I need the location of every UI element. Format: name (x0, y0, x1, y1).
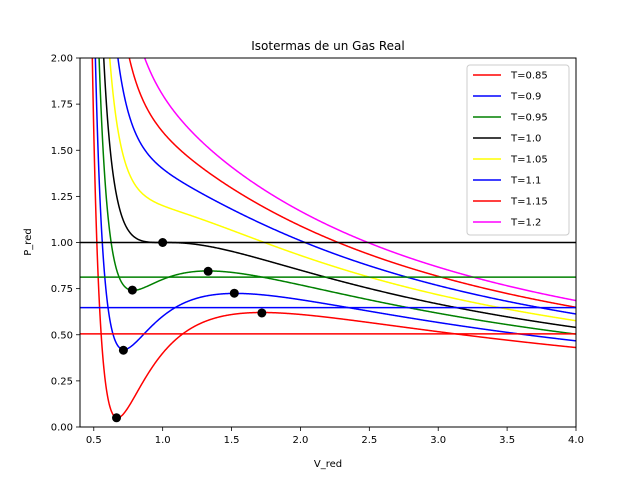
horizontal-lines (80, 241, 576, 335)
y-axis-label: P_red (23, 228, 34, 255)
x-tick-label-1: 1.0 (155, 435, 171, 446)
series-line-1 (94, 58, 576, 351)
y-tick-label-6: 1.50 (51, 146, 73, 157)
x-tick-label-7: 4.0 (568, 435, 584, 446)
legend-label-7: T=1.2 (510, 218, 541, 229)
extremum-point-1 (257, 308, 267, 318)
legend-box (466, 64, 570, 236)
y-tick-label-7: 1.75 (51, 100, 73, 111)
legend-label-3: T=1.0 (510, 134, 541, 145)
x-tick-label-4: 2.5 (361, 435, 377, 446)
chart-title: Isotermas de un Gas Real (251, 39, 404, 53)
legend-label-1: T=0.9 (510, 92, 541, 103)
x-axis-label: V_red (314, 459, 342, 470)
y-tick-label-0: 0.00 (51, 423, 73, 434)
y-tick-label-2: 0.50 (51, 330, 73, 341)
extremum-point-4 (127, 285, 137, 295)
extremum-point-5 (203, 266, 213, 276)
y-tick-label-3: 0.75 (51, 284, 73, 295)
y-ticks: 0.00 0.25 0.50 0.75 1.00 1.25 1.50 1.75 2.00 (51, 54, 80, 434)
x-tick-label-3: 2.0 (292, 435, 308, 446)
y-tick-label-4: 1.00 (51, 238, 73, 249)
extrema-points (112, 238, 267, 423)
x-tick-label-2: 1.5 (224, 435, 240, 446)
extremum-point-0 (112, 413, 122, 423)
series-line-6 (128, 58, 576, 309)
x-tick-label-6: 3.5 (499, 435, 515, 446)
x-tick-label-5: 3.0 (430, 435, 446, 446)
x-ticks: 0.5 1.0 1.5 2.0 2.5 3.0 3.5 4.0 (86, 427, 584, 446)
series-line-4 (108, 58, 576, 322)
legend-label-4: T=1.05 (510, 155, 548, 166)
legend-label-2: T=0.95 (510, 113, 548, 124)
extremum-point-2 (118, 345, 128, 355)
series-line-5 (117, 58, 576, 315)
legend: T=0.85 T=0.9 T=0.95 T=1.0 T=1.05 T=1.1 T=1.15 T… (466, 64, 570, 236)
extremum-point-6 (158, 238, 168, 247)
y-tick-label-8: 2.00 (51, 54, 73, 65)
x-tick-label-0: 0.5 (86, 435, 102, 446)
series-line-7 (143, 58, 576, 302)
legend-label-5: T=1.1 (510, 176, 541, 187)
series-line-0 (91, 58, 576, 419)
extremum-point-3 (229, 288, 239, 298)
legend-label-0: T=0.85 (510, 71, 548, 82)
y-tick-label-1: 0.25 (51, 376, 73, 387)
legend-label-6: T=1.15 (510, 197, 548, 208)
y-tick-label-5: 1.25 (51, 192, 73, 203)
